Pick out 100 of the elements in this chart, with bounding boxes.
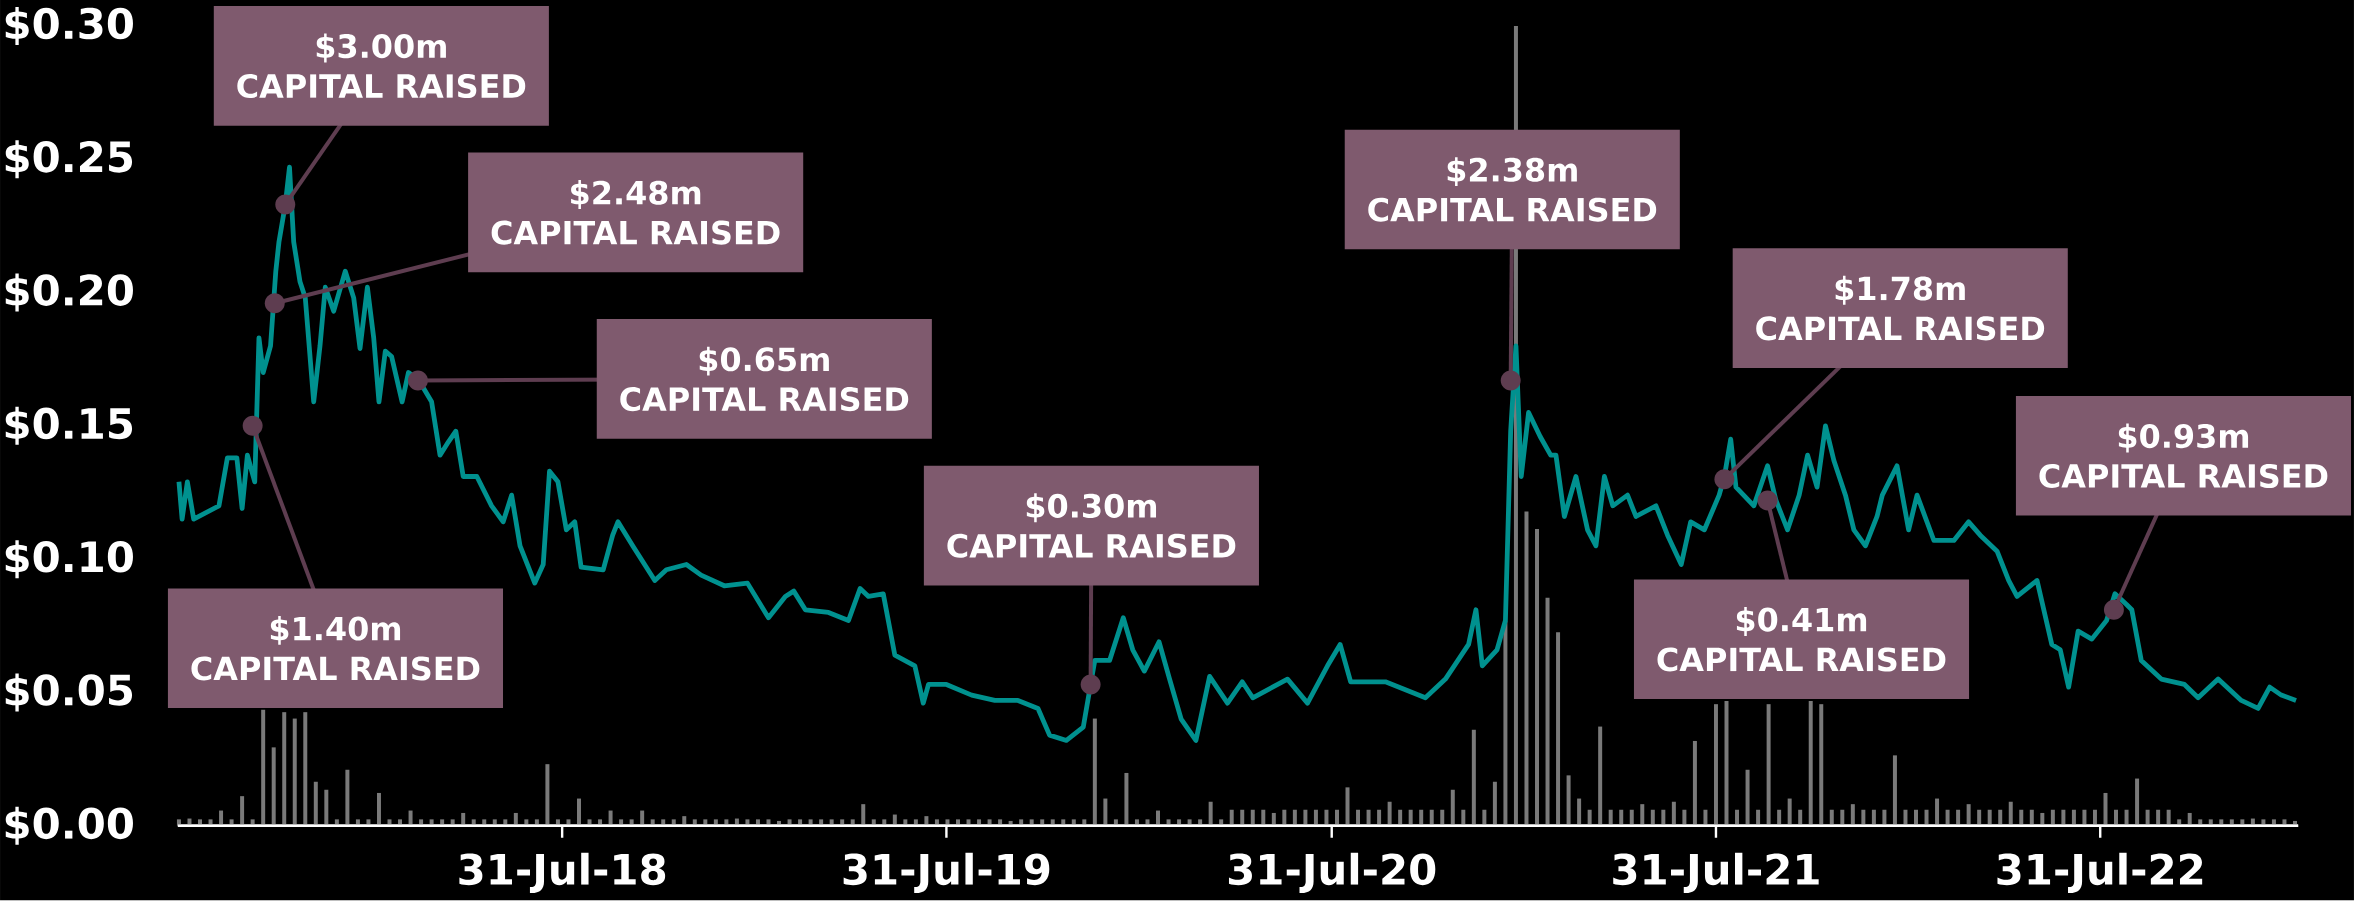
bar	[1924, 809, 1929, 826]
bar	[176, 819, 181, 826]
bar	[1977, 809, 1982, 826]
bar	[1577, 798, 1582, 826]
bar	[1356, 809, 1361, 826]
bar	[2208, 819, 2213, 826]
bar	[1450, 789, 1455, 826]
bar	[2008, 801, 2013, 826]
bar	[1313, 809, 1318, 826]
bar	[1429, 809, 1434, 826]
bar	[1777, 809, 1782, 826]
bar	[440, 819, 445, 826]
bar	[1682, 809, 1687, 826]
bar	[650, 819, 655, 826]
bar	[2114, 809, 2119, 826]
bar	[1408, 809, 1413, 826]
bar	[1819, 704, 1824, 826]
bar	[1366, 809, 1371, 826]
annotation: $3.00m CAPITAL RAISED	[237, 33, 526, 99]
bar	[608, 810, 613, 826]
bar	[229, 819, 234, 826]
bar	[640, 810, 645, 826]
bar	[461, 813, 466, 826]
bar	[808, 819, 813, 826]
bar	[566, 819, 571, 826]
bar	[966, 819, 971, 826]
bar	[1324, 809, 1329, 826]
bar	[850, 819, 855, 826]
bar	[1987, 809, 1992, 826]
bar	[1292, 809, 1297, 826]
bar	[1766, 704, 1771, 826]
bar	[1808, 701, 1813, 826]
bar	[2261, 819, 2266, 826]
bar	[419, 819, 424, 826]
bar	[598, 819, 603, 826]
bar	[1166, 819, 1171, 826]
bar	[1945, 809, 1950, 826]
bar	[2103, 793, 2108, 826]
bar	[1966, 804, 1971, 826]
bar	[1850, 804, 1855, 826]
bar	[2240, 819, 2245, 826]
bar	[450, 819, 455, 826]
bar	[1398, 809, 1403, 826]
y-tick-label: $0.25	[5, 140, 133, 179]
bar	[1113, 819, 1118, 826]
bar	[240, 796, 245, 826]
bar	[987, 819, 992, 826]
bar	[1671, 801, 1676, 826]
bar	[1156, 810, 1161, 826]
bar	[1282, 809, 1287, 826]
bar	[798, 819, 803, 826]
bar	[324, 789, 329, 826]
bar	[1019, 819, 1024, 826]
bar	[1124, 773, 1129, 826]
bar	[1556, 632, 1561, 826]
bar	[977, 819, 982, 826]
bar	[555, 819, 560, 826]
bar	[2271, 819, 2276, 826]
bar	[692, 819, 697, 826]
bar	[713, 819, 718, 826]
x-tick-label: 31-Jul-18	[459, 852, 666, 894]
bar	[1661, 809, 1666, 826]
y-tick-label: $0.05	[5, 673, 133, 712]
bar	[513, 813, 518, 826]
bar	[724, 819, 729, 826]
bar	[524, 819, 529, 826]
bar	[208, 819, 213, 826]
bar	[1440, 809, 1445, 826]
bar	[2219, 819, 2224, 826]
bar	[471, 819, 476, 826]
bar	[903, 819, 908, 826]
bar	[376, 793, 381, 826]
bar	[819, 819, 824, 826]
bar	[1387, 801, 1392, 826]
bar	[1629, 809, 1634, 826]
bar	[577, 798, 581, 826]
bar	[1261, 809, 1266, 826]
bar	[745, 819, 750, 826]
bar	[1377, 809, 1382, 826]
bar	[219, 810, 224, 826]
bar	[1914, 809, 1918, 826]
bar	[1071, 819, 1076, 826]
bar	[840, 819, 845, 826]
bar	[1524, 511, 1529, 826]
x-tick-label: 31-Jul-20	[1228, 852, 1436, 894]
bar	[2166, 809, 2171, 826]
bar	[492, 819, 497, 826]
bar	[2229, 819, 2234, 826]
bar	[2135, 778, 2140, 826]
bar	[2187, 813, 2192, 826]
bar	[998, 819, 1003, 826]
y-tick-label: $0.30	[5, 7, 133, 46]
bar	[913, 819, 918, 826]
bar	[2061, 809, 2066, 826]
bar	[2177, 819, 2182, 826]
bar	[2071, 809, 2076, 826]
x-tick-label: 31-Jul-21	[1613, 852, 1819, 894]
bar	[1829, 809, 1834, 826]
bar	[1177, 819, 1182, 826]
bar	[1861, 809, 1866, 826]
